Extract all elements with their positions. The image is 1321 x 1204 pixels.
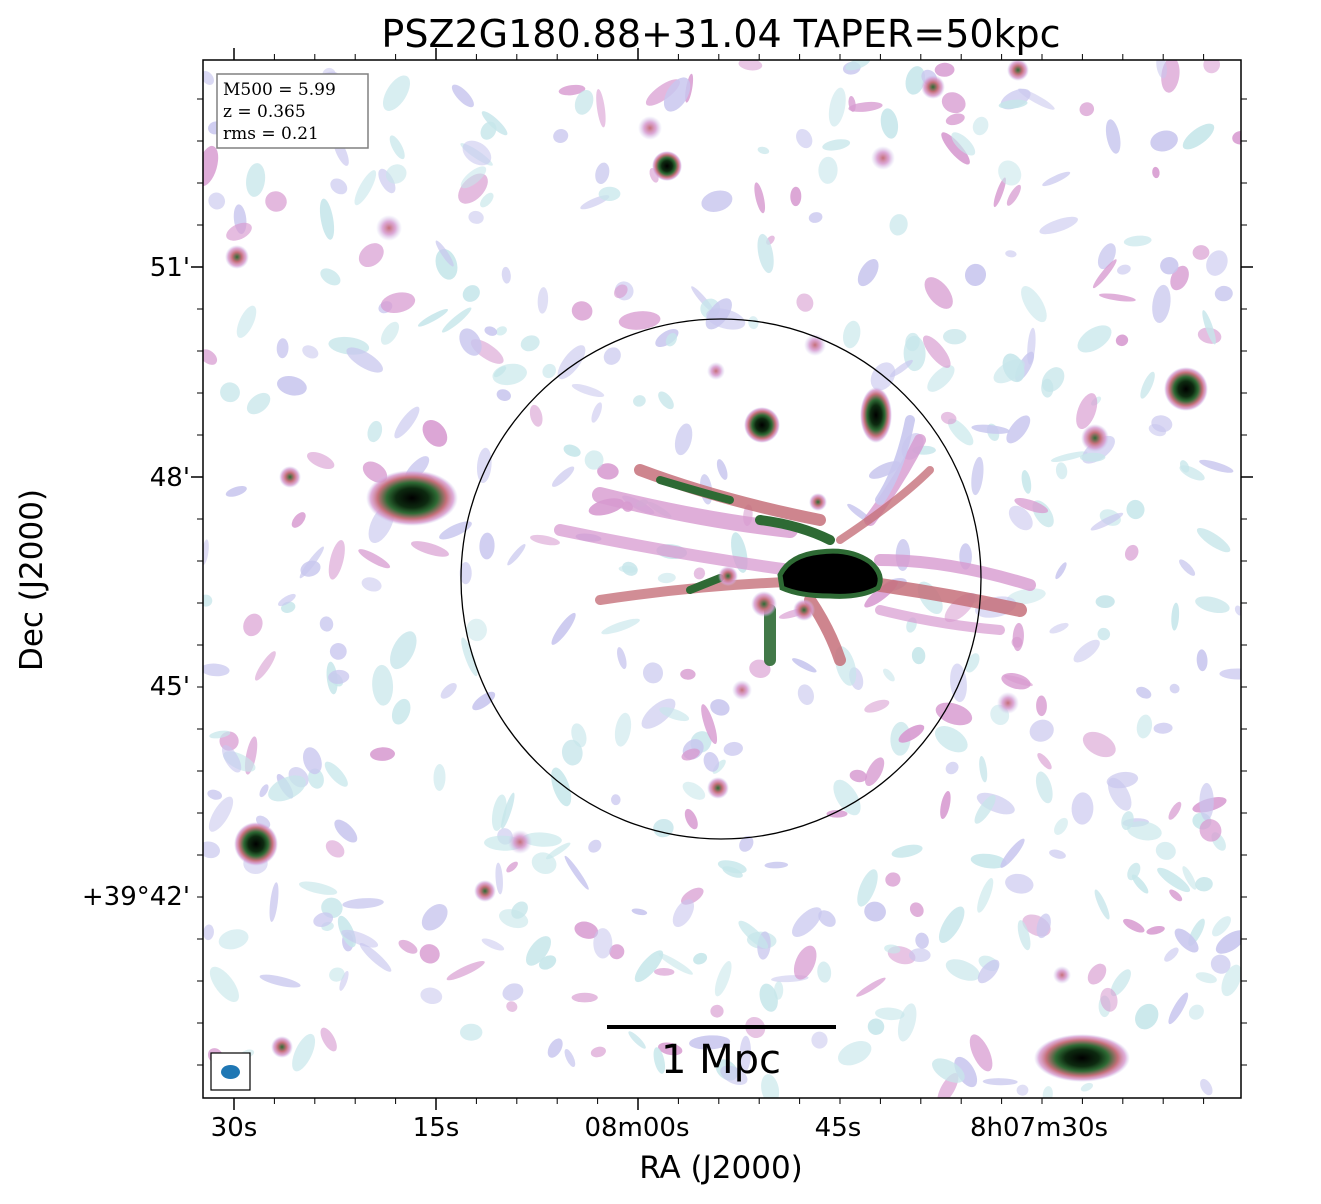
info-m500: M500 = 5.99	[223, 80, 336, 100]
noise-blob	[909, 948, 931, 962]
compact-source	[508, 830, 532, 854]
compact-source	[225, 245, 249, 269]
compact-source	[652, 151, 682, 181]
compact-source	[793, 599, 815, 621]
figure-title: PSZ2G180.88+31.04 TAPER=50kpc	[381, 12, 1060, 56]
compact-source	[1053, 966, 1071, 984]
scale-bar-label: 1 Mpc	[661, 1037, 781, 1083]
noise-blob	[593, 928, 612, 958]
x-tick-label: 08m00s	[584, 1113, 689, 1143]
y-tick-label: 45'	[150, 672, 190, 702]
info-rms: rms = 0.21	[223, 124, 319, 144]
compact-source	[809, 493, 827, 511]
compact-source	[860, 387, 892, 443]
y-tick-label: 51'	[150, 253, 190, 283]
compact-source	[732, 680, 752, 700]
compact-source	[279, 466, 301, 488]
compact-source	[921, 75, 945, 99]
noise-blob	[572, 993, 598, 1003]
x-tick-labels: 30s 15s 08m00s 45s 8h07m30s	[211, 1113, 1108, 1143]
compact-source	[1007, 59, 1029, 81]
compact-source	[376, 215, 402, 241]
compact-source	[871, 146, 895, 170]
compact-source	[474, 880, 496, 902]
info-redshift: z = 0.365	[223, 102, 306, 122]
radio-map-figure: 1 Mpc M500 = 5.99 z = 0.365 rms = 0.21 3…	[0, 0, 1321, 1200]
beam-ellipse	[221, 1065, 240, 1079]
compact-source	[638, 116, 662, 140]
x-axis-label: RA (J2000)	[639, 1150, 803, 1186]
y-tick-label: 48'	[150, 463, 190, 493]
compact-source	[707, 362, 725, 380]
noise-blob	[1199, 783, 1213, 821]
bright-source	[366, 470, 458, 526]
x-tick-label: 8h07m30s	[970, 1113, 1108, 1143]
noise-blob	[460, 1024, 482, 1041]
compact-source	[718, 566, 738, 586]
y-tick-labels: 51' 48' 45' +39°42'	[82, 253, 190, 912]
x-tick-label: 45s	[815, 1113, 862, 1143]
y-tick-label: +39°42'	[82, 882, 190, 912]
compact-source	[271, 1036, 293, 1058]
bright-source	[234, 822, 278, 866]
compact-source	[744, 407, 780, 443]
y-axis-label: Dec (J2000)	[14, 489, 50, 671]
compact-source	[1081, 424, 1109, 452]
compact-source	[997, 692, 1019, 714]
bright-source	[1164, 367, 1208, 411]
bright-source	[1034, 1034, 1130, 1082]
compact-source	[804, 334, 826, 356]
compact-source	[707, 777, 729, 799]
cluster-core	[780, 551, 880, 596]
compact-source	[751, 591, 777, 617]
x-tick-label: 15s	[413, 1113, 460, 1143]
x-tick-label: 30s	[211, 1113, 258, 1143]
